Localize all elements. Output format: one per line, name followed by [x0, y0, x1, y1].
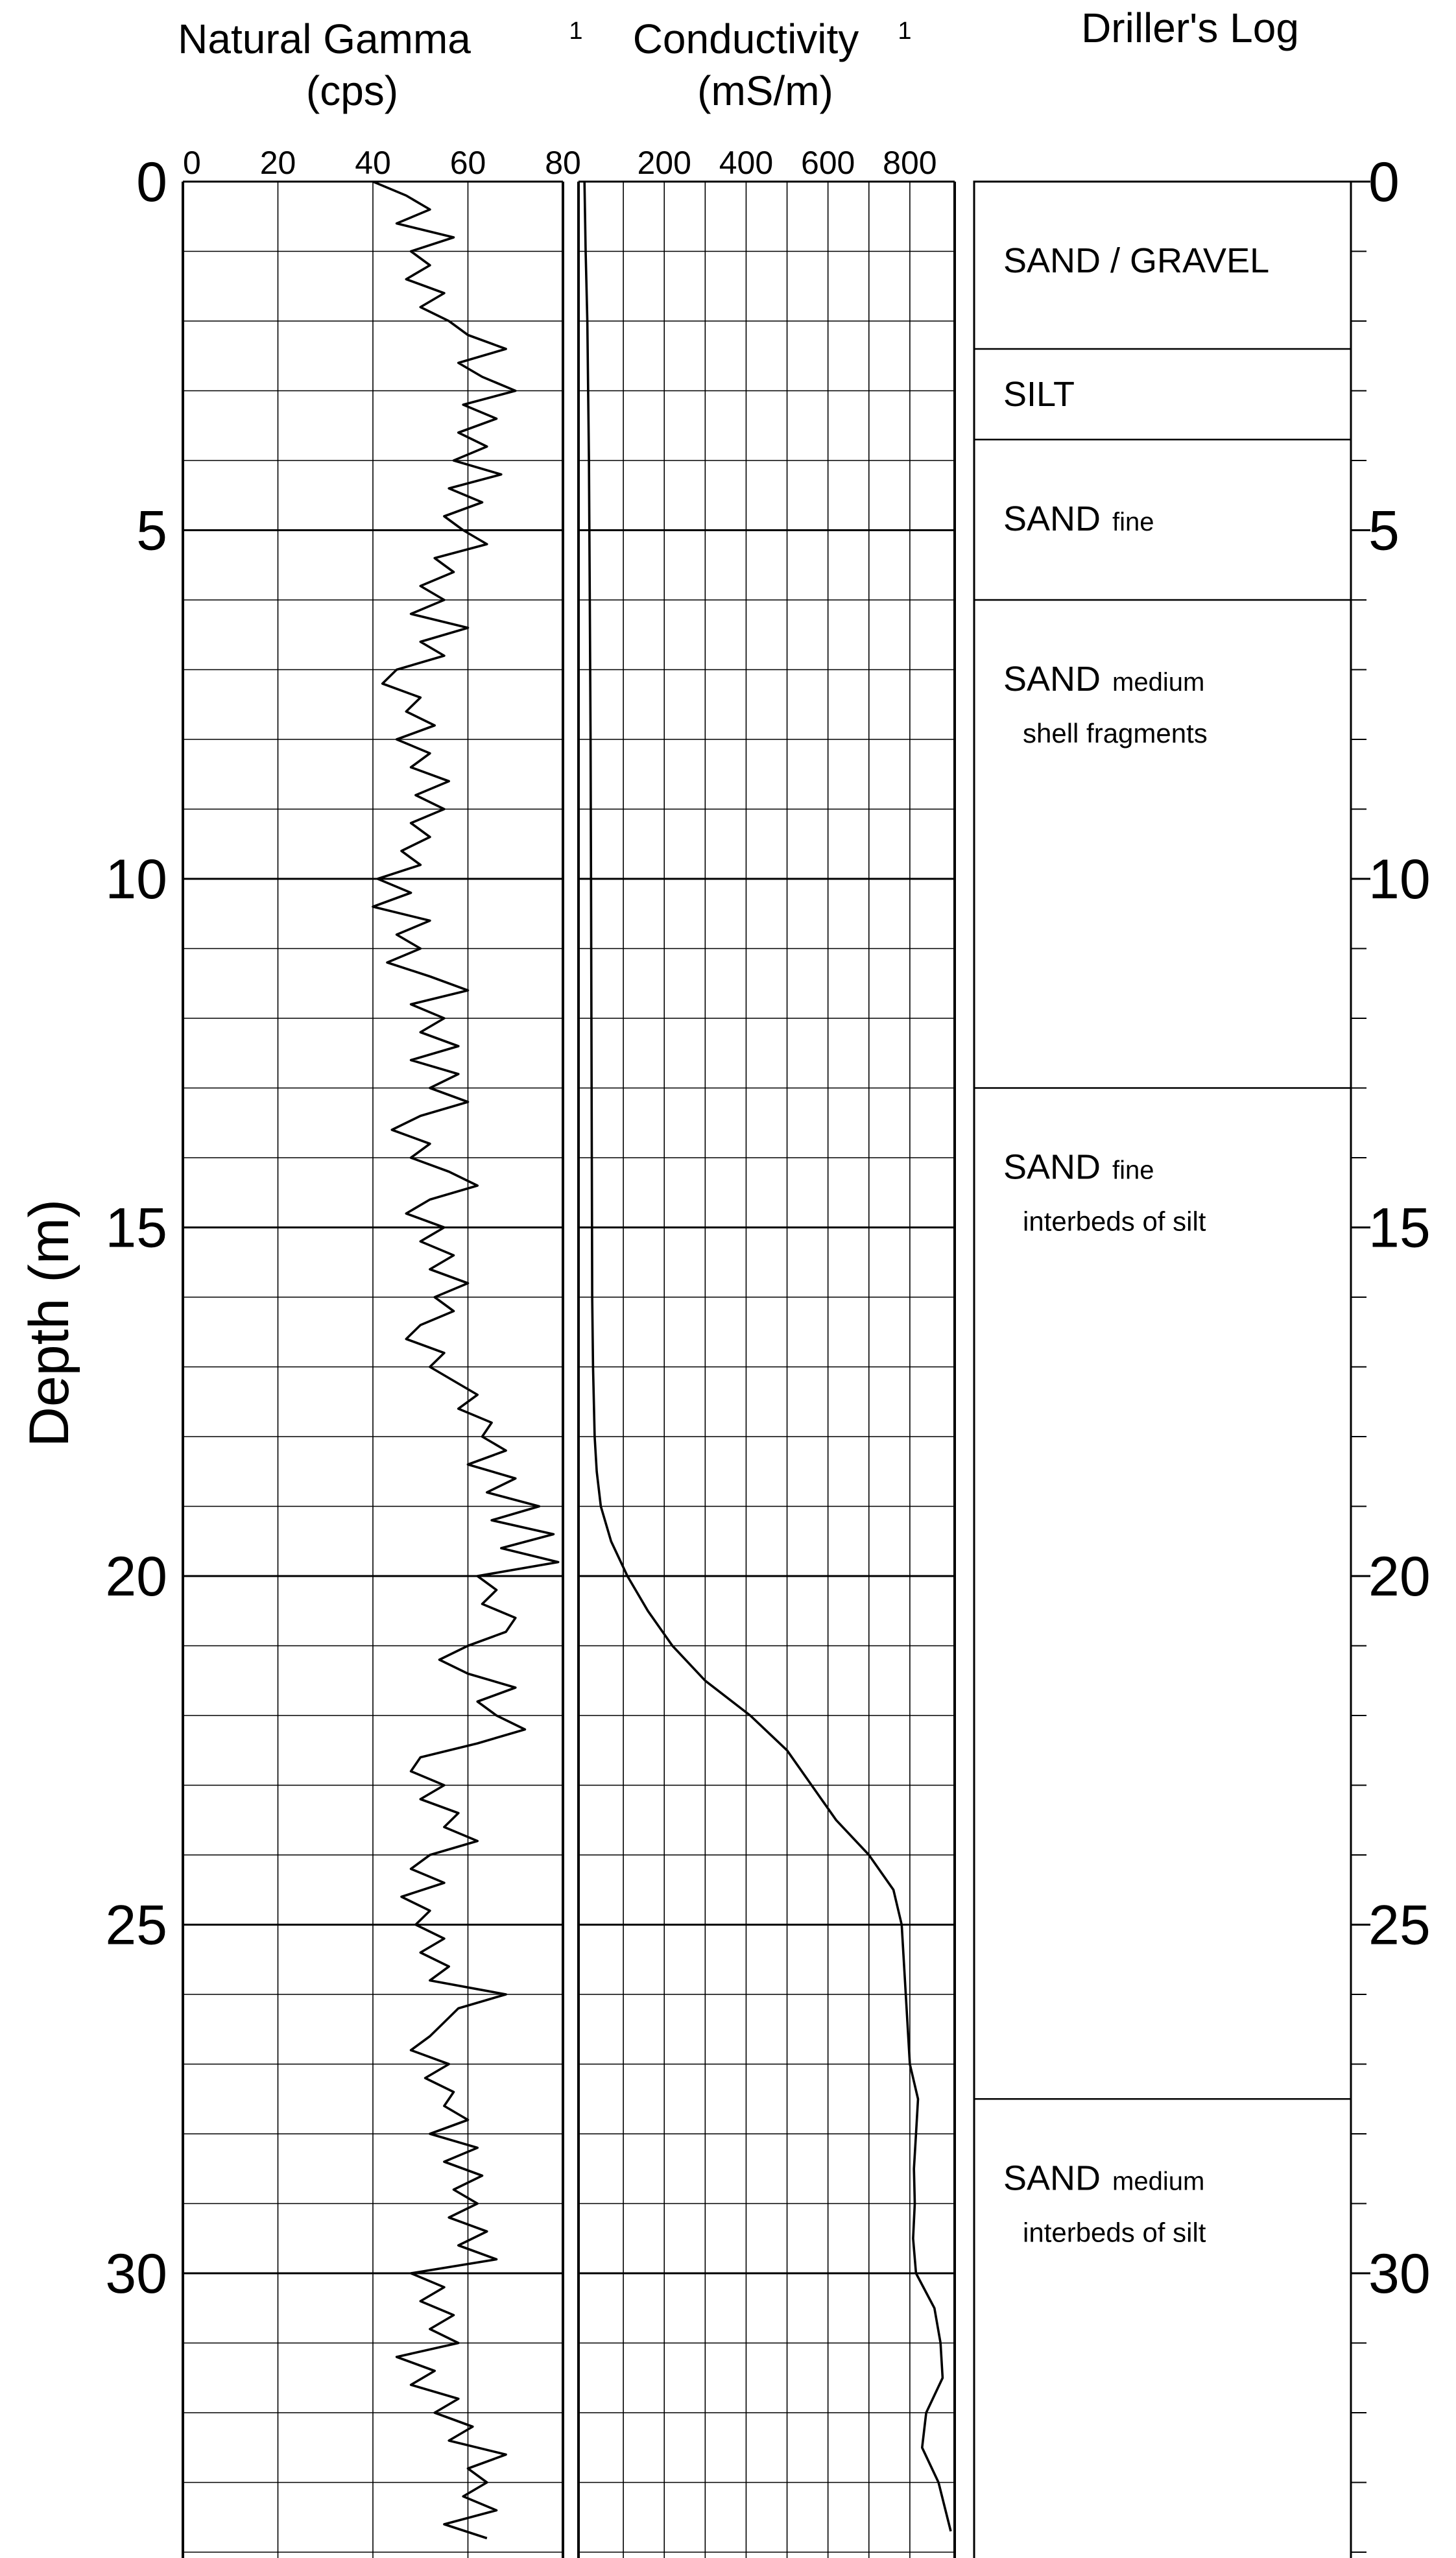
depth-tick-label: 25 [105, 1895, 167, 1957]
depth-tick-label: 15 [105, 1197, 167, 1260]
lithology-name: SAND fine [1003, 499, 1154, 538]
lithology-name: SILT [1003, 375, 1075, 414]
depth-axis-label: Depth (m) [18, 1199, 80, 1447]
lithology-detail: interbeds of silt [1023, 1206, 1206, 1237]
lithology-name: SAND medium [1003, 2158, 1204, 2197]
gamma-tick-label: 60 [450, 145, 486, 181]
conductivity-curve [583, 181, 952, 2532]
depth-tick-label-right: 30 [1368, 2243, 1431, 2305]
conductivity-title-superscript: 1 [898, 18, 911, 45]
gamma-tick-label: 20 [260, 145, 296, 181]
conductivity-tick-label: 800 [883, 145, 937, 181]
lithology-name: SAND fine [1003, 1148, 1154, 1187]
conductivity-panel: 200 400 600 800 [577, 145, 956, 2558]
lithology-detail: interbeds of silt [1023, 2217, 1206, 2247]
gamma-title-superscript: 1 [569, 18, 582, 45]
depth-tick-label-right: 0 [1368, 151, 1400, 213]
lithology-name: SAND / GRAVEL [1003, 241, 1269, 280]
gamma-unit: (cps) [306, 67, 398, 114]
gamma-tick-label: 0 [183, 145, 201, 181]
gamma-panel: 0 20 40 60 80 [182, 145, 581, 2558]
conductivity-tick-label: 400 [719, 145, 773, 181]
depth-tick-label: 10 [105, 848, 167, 911]
depth-tick-label-right: 5 [1368, 500, 1400, 562]
drillers-log-title: Driller's Log [1081, 5, 1299, 51]
depth-tick-label: 0 [136, 151, 167, 213]
depth-tick-label: 5 [136, 500, 167, 562]
gamma-tick-label: 40 [355, 145, 391, 181]
lithology-name: SAND medium [1003, 660, 1204, 699]
drillers-log-panel: SAND / GRAVEL SILT SAND fine SAND medium shell… [973, 180, 1352, 2558]
depth-tick-label-right: 10 [1368, 848, 1431, 911]
conductivity-unit: (mS/m) [697, 67, 833, 114]
depth-tick-label: 20 [105, 1546, 167, 1608]
depth-tick-label: 30 [105, 2243, 167, 2305]
gamma-title: Natural Gamma [178, 16, 471, 62]
depth-tick-label-right: 25 [1368, 1895, 1431, 1957]
gamma-curve [372, 180, 560, 2540]
depth-tick-label-right: 15 [1368, 1197, 1431, 1260]
gamma-tick-label: 80 [545, 145, 581, 181]
conductivity-tick-label: 600 [801, 145, 855, 181]
depth-axis-right: 0 5 10 15 20 25 30 [1350, 151, 1431, 2558]
conductivity-tick-label: 200 [638, 145, 691, 181]
depth-axis-left: 0 5 10 15 20 25 30 [105, 151, 167, 2305]
lithology-detail: shell fragments [1023, 718, 1208, 748]
conductivity-title: Conductivity [633, 16, 859, 62]
depth-tick-label-right: 20 [1368, 1546, 1431, 1608]
